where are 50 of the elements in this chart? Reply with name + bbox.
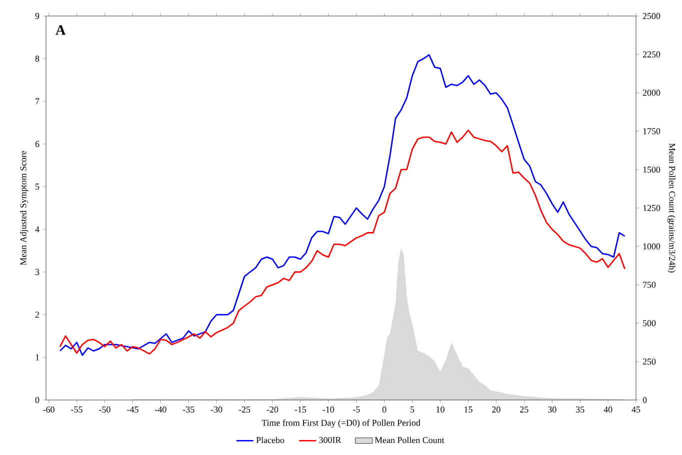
y-tick-label: 8 (35, 56, 40, 62)
x-tick-label: 5 (410, 406, 414, 412)
legend-label: Placebo (256, 436, 284, 444)
x-tick-label: 0 (382, 406, 386, 413)
y-tick-label: 4 (35, 226, 40, 232)
y-tick-label: 5 (36, 184, 40, 190)
y-tick-label: 7 (36, 98, 40, 104)
y2-tick-label: 1250 (643, 204, 660, 212)
x-tick-label: 25 (520, 406, 528, 413)
chart-title: A (56, 25, 66, 35)
x-tick-label: -50 (99, 406, 110, 413)
y2-tick-label: 1750 (643, 128, 660, 134)
legend-label: Mean Pollen Count (374, 436, 444, 444)
y2-tick-label: 2000 (642, 90, 660, 96)
x-tick-label: 10 (436, 406, 444, 413)
x-axis-title: Time from First Day (=D0) of Pollen Period (262, 419, 420, 428)
x-tick-label: 35 (576, 406, 584, 413)
y2-tick-label: 750 (643, 282, 656, 288)
x-tick-label: -35 (182, 406, 194, 413)
y-tick-label: 9 (35, 12, 40, 20)
x-tick-label: -55 (71, 406, 82, 412)
y-tick-label: 2 (35, 312, 39, 318)
y2-tick-label: 250 (642, 358, 656, 365)
y2-tick-label: 2500 (642, 12, 660, 20)
y2-tick-label: 2250 (642, 51, 660, 58)
x-tick-label: -20 (266, 406, 278, 413)
x-tick-label: 15 (464, 406, 472, 413)
x-tick-label: -25 (238, 406, 250, 413)
y-tick-label: 1 (36, 354, 39, 360)
x-tick-label: -15 (294, 406, 306, 413)
x-tick-label: -30 (210, 406, 222, 413)
y-tick-label: 6 (35, 140, 40, 148)
y2-tick-label: 1000 (643, 243, 660, 250)
x-tick-label: 40 (604, 406, 612, 413)
x-tick-label: -10 (322, 406, 334, 413)
y-tick-label: 3 (35, 268, 40, 276)
y-axis-title: Mean Adjusted Symptom Score (20, 150, 28, 266)
legend-label: 300IR (319, 436, 342, 444)
x-tick-label: -40 (155, 406, 166, 413)
x-tick-label: -45 (127, 406, 138, 413)
x-tick-label: -60 (43, 406, 54, 413)
y2-tick-label: 0 (642, 396, 647, 404)
y2-axis-title: Mean Pollen Count (grains/m3/24h) (667, 143, 676, 272)
y-tick-label: 0 (35, 396, 40, 404)
x-tick-label: 30 (548, 406, 556, 413)
y2-tick-label: 1500 (643, 166, 660, 173)
x-tick-label: -5 (352, 406, 360, 412)
x-tick-label: 45 (632, 406, 640, 413)
x-tick-label: 20 (492, 406, 500, 413)
y2-tick-label: 500 (643, 320, 656, 326)
